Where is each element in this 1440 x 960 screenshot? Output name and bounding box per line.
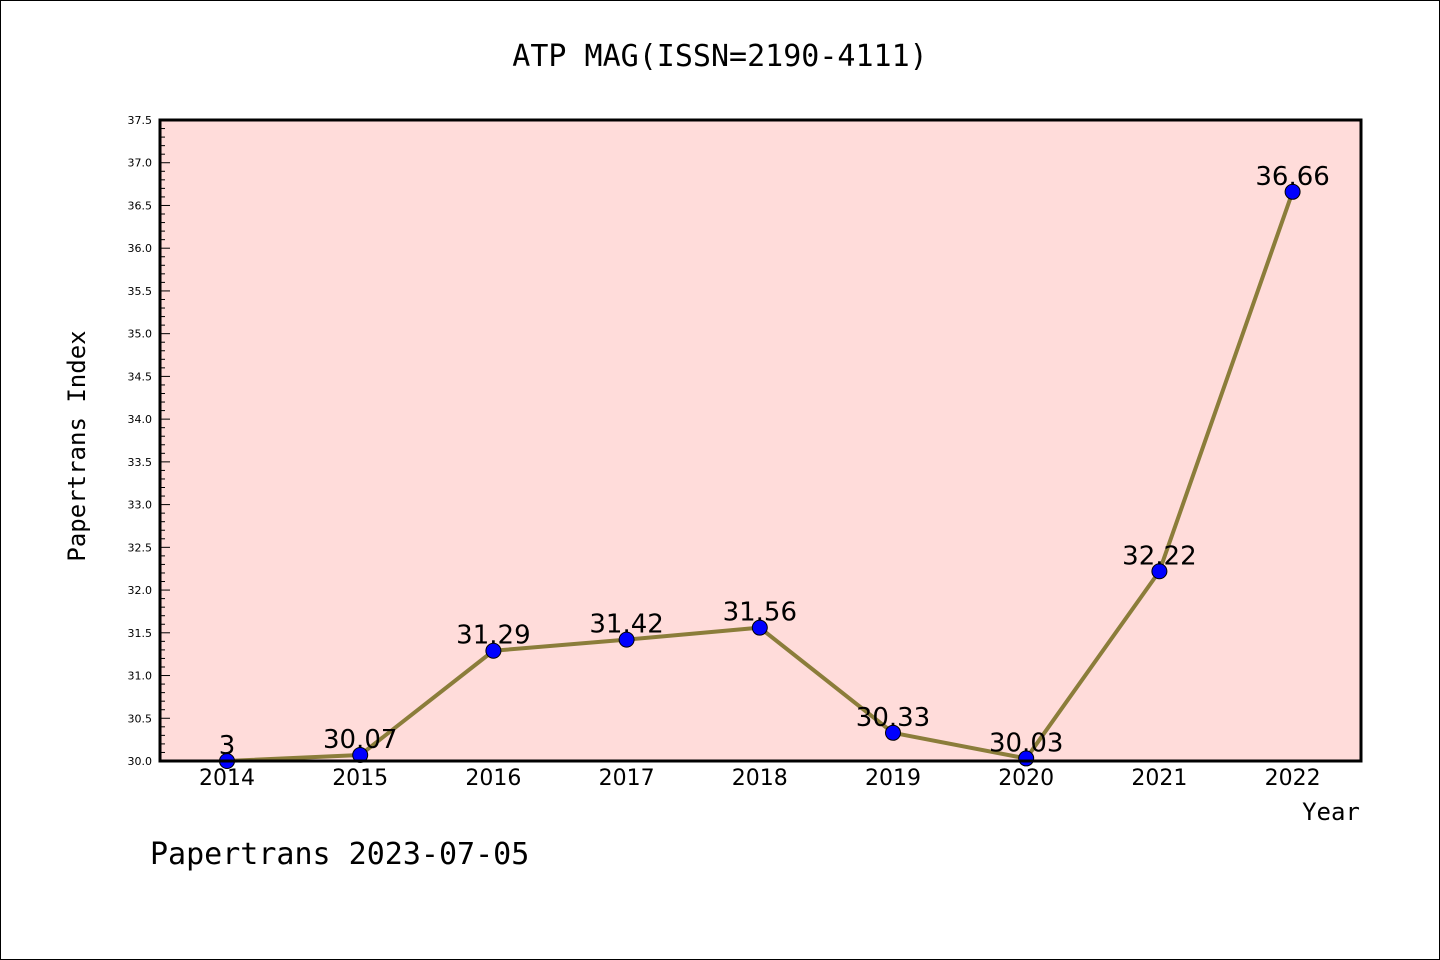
x-axis-label: Year — [1302, 798, 1360, 826]
data-point — [618, 631, 635, 648]
x-tick-label: 2015 — [332, 766, 388, 791]
data-label: 31.56 — [723, 598, 797, 628]
y-tick-label: 33.5 — [128, 456, 153, 469]
data-point — [352, 747, 369, 764]
y-tick-label: 34.0 — [128, 413, 153, 426]
y-tick-label: 31.0 — [128, 670, 153, 683]
y-tick-label: 36.5 — [128, 199, 153, 212]
x-tick-label: 2017 — [599, 766, 655, 791]
y-axis: 30.0 30.5 31.0 31.5 32.0 32.5 33.0 33.5 34.0 34.5… — [128, 114, 170, 768]
data-label: 31.29 — [456, 621, 530, 651]
y-tick-label: 32.5 — [128, 541, 153, 554]
data-point — [751, 619, 768, 636]
y-tick-label: 37.0 — [128, 157, 153, 170]
y-tick-label: 30.5 — [128, 712, 153, 725]
x-tick-label: 2019 — [865, 766, 921, 791]
y-tick-label: 32.0 — [128, 584, 153, 597]
x-tick-label: 2018 — [732, 766, 788, 791]
y-tick-label: 36.0 — [128, 242, 153, 255]
x-tick-label: 2021 — [1131, 766, 1187, 791]
data-label: 36.66 — [1255, 162, 1329, 192]
x-tick-label: 2016 — [465, 766, 521, 791]
plot-border — [158, 118, 1363, 763]
y-tick-label: 35.0 — [128, 328, 153, 341]
data-label: 30.03 — [989, 728, 1063, 758]
x-tick-label: 2014 — [199, 766, 255, 791]
y-axis-label: Papertrans Index — [63, 330, 91, 561]
x-tick-label: 2022 — [1265, 766, 1321, 791]
data-label: 30.33 — [856, 703, 930, 733]
data-label: 30.07 — [323, 725, 397, 755]
y-tick-label: 34.5 — [128, 370, 153, 383]
data-point — [485, 642, 502, 659]
data-labels: 3 30.07 31.29 31.42 31.56 30.33 30.03 32.22 36.6… — [219, 162, 1330, 761]
data-points — [219, 183, 1301, 769]
x-axis: 2014 2015 2016 2017 2018 2019 2020 2021 2022 — [199, 766, 1321, 791]
y-tick-label: 31.5 — [128, 627, 153, 640]
data-label: 31.42 — [589, 610, 663, 640]
y-tick-label: 30.0 — [128, 755, 153, 768]
data-point — [1284, 183, 1301, 200]
x-tick-label: 2020 — [998, 766, 1054, 791]
y-tick-label: 35.5 — [128, 285, 153, 298]
data-label: 32.22 — [1122, 541, 1196, 571]
data-point — [1151, 563, 1168, 580]
y-tick-label: 37.5 — [128, 114, 153, 127]
y-tick-label: 33.0 — [128, 499, 153, 512]
footer-text: Papertrans 2023-07-05 — [150, 837, 529, 872]
data-label: 3 — [219, 731, 236, 761]
data-point — [885, 724, 901, 741]
plot-area — [160, 120, 1361, 761]
chart-title: ATP MAG(ISSN=2190-4111) — [512, 39, 927, 74]
